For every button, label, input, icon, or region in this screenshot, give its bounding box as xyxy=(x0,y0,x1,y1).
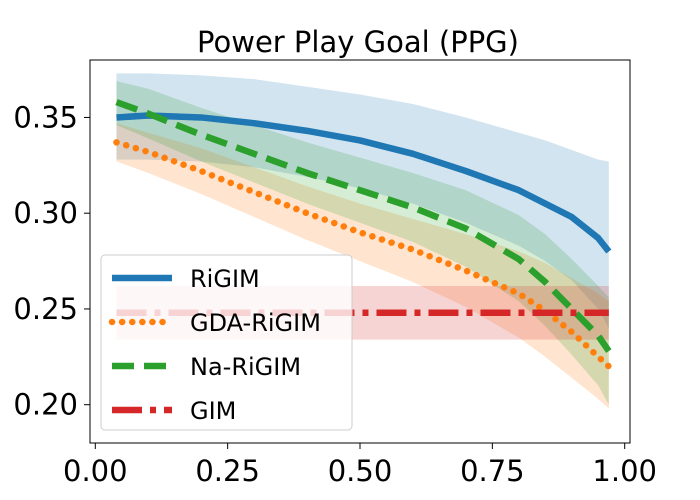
series-lines xyxy=(113,99,613,370)
y-axis: 0.20 0.25 0.30 0.35 xyxy=(13,100,90,422)
x-tick-label: 0.00 xyxy=(63,454,128,488)
x-axis: 0.00 0.25 0.50 0.75 1.00 xyxy=(63,443,657,488)
x-tick-label: 1.00 xyxy=(592,454,657,488)
band-gda-rigim xyxy=(116,123,609,409)
legend: RiGIM GDA-RiGIM Na-RiGIM GIM xyxy=(100,254,353,431)
x-tick-label: 0.75 xyxy=(460,454,525,488)
y-tick-label: 0.35 xyxy=(13,100,78,134)
x-tick-label: 0.25 xyxy=(195,454,260,488)
chart-title: Power Play Goal (PPG) xyxy=(197,25,519,59)
legend-box xyxy=(100,254,353,431)
y-tick-label: 0.25 xyxy=(13,292,78,326)
y-tick-label: 0.30 xyxy=(13,196,78,230)
x-tick-label: 0.50 xyxy=(328,454,393,488)
series-line-rigim xyxy=(116,112,612,254)
legend-label-na-rigim: Na-RiGIM xyxy=(190,353,301,381)
legend-label-gda-rigim: GDA-RiGIM xyxy=(190,309,321,337)
band-na-rigim xyxy=(116,81,609,405)
series-line-gda-rigim xyxy=(113,139,613,370)
legend-label-rigim: RiGIM xyxy=(190,265,260,293)
y-tick-label: 0.20 xyxy=(13,388,78,422)
band-rigim xyxy=(116,73,609,329)
legend-label-gim: GIM xyxy=(190,397,236,425)
